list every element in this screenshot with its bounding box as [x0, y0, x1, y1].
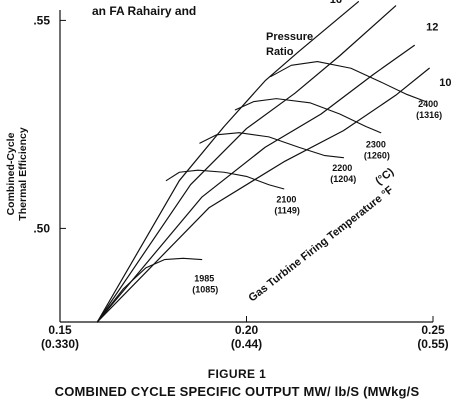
x-tick-label-2: 0.25 — [421, 323, 445, 337]
labels-group: 161412101985(1085)2100(1149)2200(1204)23… — [192, 0, 451, 304]
y-tick-label-1: .55 — [33, 13, 50, 27]
pressure-ratio-label-16: 16 — [330, 0, 342, 6]
x-tick-label-0: 0.15 — [48, 323, 72, 337]
temperature-label-2200: 2200 — [332, 163, 352, 173]
temperature-sublabel-2200: (1204) — [330, 174, 356, 184]
temperature-line-2400 — [270, 61, 427, 103]
pressure-ratio-label-10: 10 — [439, 77, 451, 89]
pressure-ratio-title: Pressure Ratio — [266, 31, 313, 58]
temperature-sublabel-1985: (1085) — [192, 285, 218, 295]
temperature-line-1985 — [96, 257, 203, 323]
y-axis-title-group: Combined-Cycle Thermal Efficiency — [5, 127, 29, 221]
temperature-label-2300: 2300 — [366, 139, 386, 149]
x-tick-sublabel-0: (0.330) — [41, 337, 79, 351]
y-axis-title-line-0: Combined-Cycle — [5, 132, 17, 215]
temperature-axis-title-main: Gas Turbine Firing Temperature °F — [246, 184, 395, 304]
pressure-ratio-line-16 — [96, 1, 359, 323]
pressure-ratio-title-line-1: Ratio — [266, 46, 294, 58]
pressure-ratio-line-12 — [96, 44, 415, 323]
temperature-line-2300 — [234, 98, 382, 134]
series-group — [96, 1, 430, 323]
temperature-sublabel-2400: (1316) — [416, 110, 442, 120]
figure-caption: COMBINED CYCLE SPECIFIC OUTPUT MW/ lb/S … — [55, 384, 420, 399]
y-axis-title-line-1: Thermal Efficiency — [17, 127, 29, 221]
temperature-label-2400: 2400 — [418, 99, 438, 109]
temperature-label-2100: 2100 — [276, 195, 296, 205]
temperature-line-2200 — [199, 132, 345, 159]
pressure-ratio-line-10 — [96, 67, 430, 323]
pressure-ratio-title-line-0: Pressure — [266, 31, 313, 43]
y-tick-label-0: .50 — [33, 221, 50, 235]
x-tick-label-1: 0.20 — [235, 323, 259, 337]
figure-label: FIGURE 1 — [208, 367, 267, 381]
pressure-ratio-label-12: 12 — [426, 22, 438, 34]
axes-group: 0.15(0.330) 0.20(0.44) 0.25(0.55) .50 .55 Com… — [5, 10, 449, 351]
temperature-label-1985: 1985 — [194, 274, 214, 284]
temperature-sublabel-2300: (1260) — [364, 150, 390, 160]
temperature-line-2100 — [165, 169, 285, 190]
temperature-sublabel-2100: (1149) — [274, 206, 300, 216]
temperature-axis-title-unit: (°C) — [373, 166, 396, 188]
x-tick-sublabel-1: (0.44) — [231, 337, 262, 351]
pressure-ratio-line-14 — [96, 5, 397, 323]
page-top-text: an FA Rahairy and — [92, 4, 196, 18]
x-tick-sublabel-2: (0.55) — [417, 337, 448, 351]
temperature-axis-title: Gas Turbine Firing Temperature °F(°C) — [246, 166, 396, 305]
